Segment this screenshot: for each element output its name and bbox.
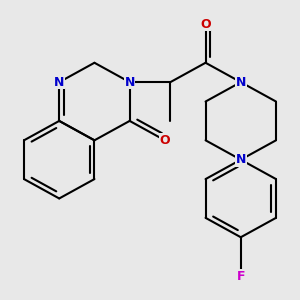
Text: F: F (236, 269, 245, 283)
Text: O: O (200, 17, 211, 31)
Text: N: N (236, 76, 246, 89)
Text: N: N (124, 76, 135, 89)
Text: N: N (54, 76, 64, 89)
Text: N: N (236, 153, 246, 166)
Text: O: O (160, 134, 170, 147)
